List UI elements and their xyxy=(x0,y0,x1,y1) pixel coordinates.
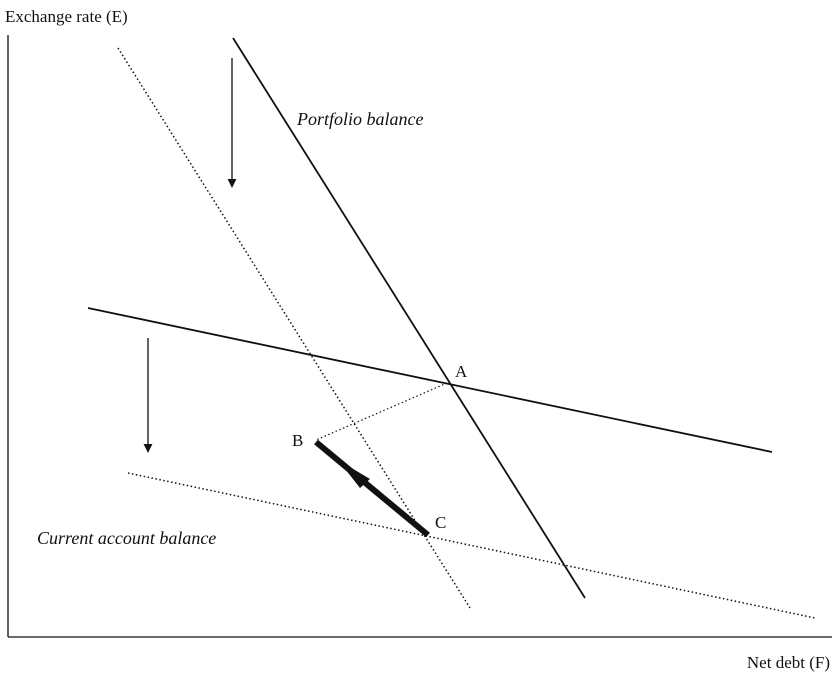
point-label: C xyxy=(435,513,446,532)
connector xyxy=(315,382,448,441)
curve-label: Portfolio balance xyxy=(296,109,423,129)
point-label: B xyxy=(292,431,303,450)
current-account-line-shifted xyxy=(127,472,816,619)
adjustment-path xyxy=(314,439,430,538)
current-account-line xyxy=(87,307,773,453)
curve-label: Current account balance xyxy=(37,528,216,548)
point-label: A xyxy=(455,362,468,381)
x-axis-label: Net debt (F) xyxy=(747,653,830,672)
y-axis-label: Exchange rate (E) xyxy=(5,7,128,26)
path-arrowhead xyxy=(338,460,370,488)
portfolio-line xyxy=(232,37,586,599)
